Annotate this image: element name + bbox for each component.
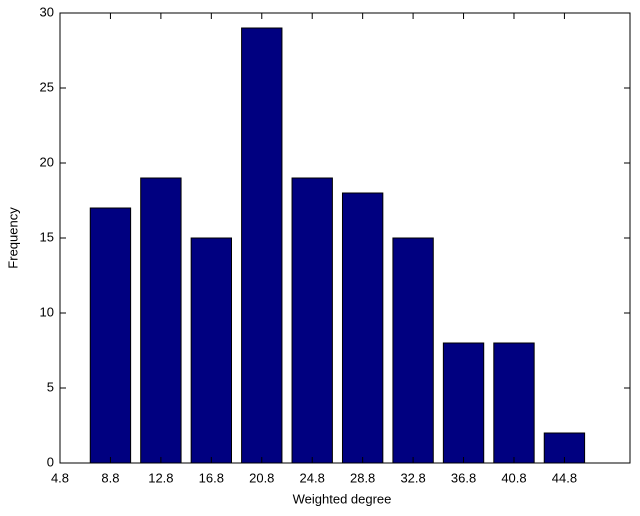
x-tick-label: 12.8 (148, 470, 173, 485)
x-tick-label: 4.8 (51, 470, 69, 485)
y-tick-label: 30 (40, 4, 54, 19)
bar (493, 342, 535, 464)
bar (89, 207, 132, 464)
x-tick-label: 16.8 (199, 470, 224, 485)
y-tick-label: 5 (47, 379, 54, 394)
y-tick-label: 15 (40, 229, 54, 244)
bar (392, 237, 434, 464)
y-tick-label: 20 (40, 154, 54, 169)
bar (140, 177, 182, 464)
bar (341, 192, 384, 464)
x-tick-label: 24.8 (300, 470, 325, 485)
bar (291, 177, 333, 464)
bar (442, 342, 485, 464)
y-axis-label: Frequency (5, 207, 20, 269)
y-tick-label: 10 (40, 304, 54, 319)
x-tick-label: 20.8 (249, 470, 274, 485)
x-tick-label: 32.8 (400, 470, 425, 485)
y-tick-label: 25 (40, 79, 54, 94)
bar (190, 237, 233, 464)
x-tick-label: 8.8 (101, 470, 119, 485)
x-tick-label: 36.8 (451, 470, 476, 485)
y-tick-label: 0 (47, 454, 54, 469)
bar (241, 27, 283, 464)
x-tick-label: 40.8 (501, 470, 526, 485)
x-tick-label: 44.8 (552, 470, 577, 485)
x-tick-label: 28.8 (350, 470, 375, 485)
x-axis-label: Weighted degree (293, 491, 392, 506)
